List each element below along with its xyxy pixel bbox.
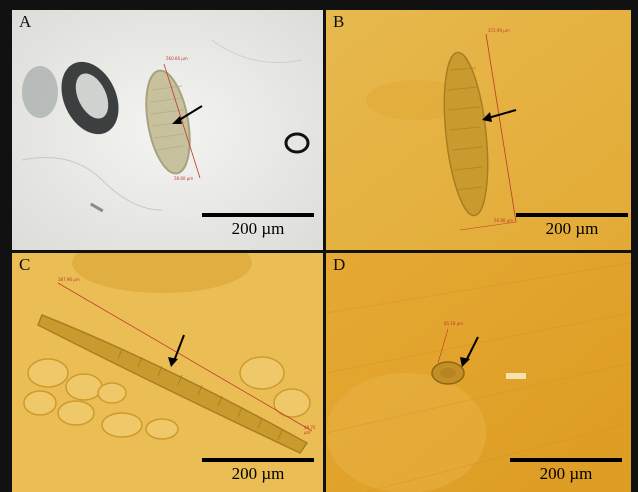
- panel-b-image: [326, 10, 631, 250]
- panel-c-image: [12, 253, 323, 492]
- panel-c-scale-line: [202, 458, 314, 462]
- panel-c-scale-label: 200 µm: [231, 464, 285, 483]
- panel-a-measure-bottom: 58.60 µm: [174, 176, 194, 181]
- panel-b-scale-bar: 200 µm: [516, 213, 628, 239]
- panel-d-scale-line: [510, 458, 622, 462]
- panel-c-measure-top: 387.96 µm: [58, 277, 80, 282]
- panel-a-label: A: [19, 12, 32, 31]
- panel-b-scale-line: [516, 213, 628, 217]
- panel-b-measure-bottom: 50.88 µm: [494, 218, 514, 223]
- panel-a: 560.66 µm 58.60 µm A 200 µm: [12, 10, 323, 250]
- panel-d-label: D: [333, 255, 346, 274]
- panel-a-scale-line: [202, 213, 314, 217]
- panel-c-label: C: [19, 255, 31, 274]
- panel-c-measure-bottom: 48.70 µm: [304, 425, 316, 435]
- panel-b-measure-top: 372.90 µm: [488, 28, 510, 33]
- panel-a-scale-label: 200 µm: [231, 219, 285, 238]
- panel-d-scale-label: 200 µm: [539, 464, 593, 483]
- panel-b-label: B: [333, 12, 345, 31]
- panel-d: 85.19 µm D 200 µm: [326, 253, 631, 492]
- panel-c: 387.96 µm 48.70 µm C 200 µm: [12, 253, 323, 492]
- panel-c-scale-bar: 200 µm: [202, 458, 314, 484]
- panel-a-image: [12, 10, 323, 250]
- panel-d-measure: 85.19 µm: [444, 321, 464, 326]
- panel-b-scale-label: 200 µm: [545, 219, 599, 238]
- panel-b: 372.90 µm 50.88 µm B 200 µm: [326, 10, 631, 250]
- panel-a-scale-bar: 200 µm: [202, 213, 314, 239]
- panel-d-image: [326, 253, 631, 492]
- panel-d-scale-bar: 200 µm: [510, 458, 622, 484]
- panel-a-measure-top: 560.66 µm: [166, 56, 188, 61]
